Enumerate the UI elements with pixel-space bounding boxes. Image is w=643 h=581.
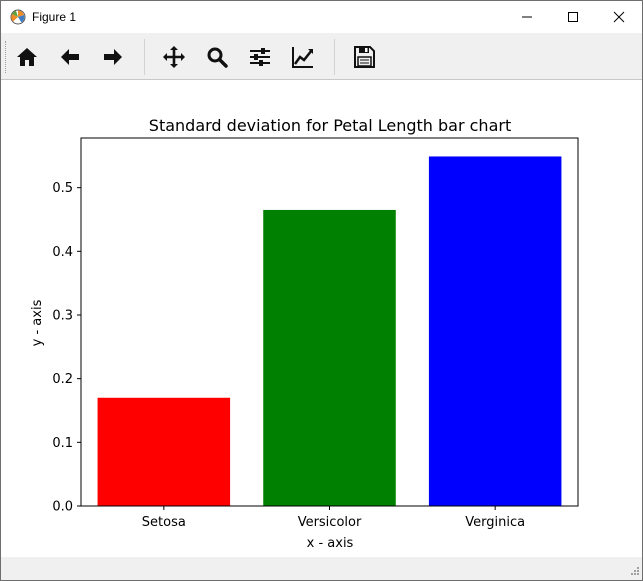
bar	[428, 156, 562, 506]
window-title: Figure 1	[32, 10, 77, 24]
move-icon	[163, 46, 185, 68]
home-button[interactable]	[12, 42, 42, 72]
zoom-button[interactable]	[202, 42, 232, 72]
figure-canvas[interactable]: Standard deviation for Petal Length bar …	[1, 80, 642, 557]
floppy-disk-icon	[354, 46, 375, 68]
minimize-icon	[522, 16, 532, 18]
navigation-toolbar	[1, 33, 642, 80]
bar	[97, 397, 231, 506]
title-bar[interactable]: Figure 1	[1, 1, 642, 33]
x-tick-label: Verginica	[465, 515, 525, 530]
y-tick-label: 0.5	[52, 181, 73, 196]
save-button[interactable]	[349, 42, 379, 72]
status-bar	[1, 558, 642, 580]
size-grip-icon[interactable]	[628, 566, 640, 578]
home-icon	[17, 48, 37, 66]
y-tick-label: 0.3	[52, 308, 73, 323]
back-button[interactable]	[55, 42, 85, 72]
plot-frame	[80, 137, 579, 507]
forward-button[interactable]	[98, 42, 128, 72]
y-tick-label: 0.2	[52, 372, 73, 387]
maximize-button[interactable]	[550, 1, 596, 33]
toolbar-grip[interactable]	[5, 41, 8, 73]
y-axis-label: y - axis	[30, 299, 45, 346]
x-axis-label: x - axis	[307, 536, 354, 551]
close-icon	[613, 11, 625, 23]
matplotlib-logo-icon	[10, 9, 26, 25]
arrow-left-icon	[61, 49, 79, 65]
bar-chart: Standard deviation for Petal Length bar …	[30, 116, 579, 551]
configure-subplots-button[interactable]	[245, 42, 275, 72]
line-chart-icon	[292, 47, 313, 68]
toolbar-separator	[334, 39, 335, 75]
y-tick-label: 0.4	[52, 245, 73, 260]
x-tick-label: Versicolor	[298, 515, 362, 530]
toolbar-separator	[144, 39, 145, 75]
minimize-button[interactable]	[504, 1, 550, 33]
magnifier-icon	[207, 47, 228, 68]
chart-title: Standard deviation for Petal Length bar …	[149, 116, 511, 135]
edit-axis-button[interactable]	[288, 42, 318, 72]
pan-button[interactable]	[159, 42, 189, 72]
sliders-icon	[250, 48, 270, 66]
arrow-right-icon	[104, 49, 122, 65]
maximize-icon	[568, 12, 578, 22]
close-button[interactable]	[596, 1, 642, 33]
y-tick-label: 0.0	[52, 500, 73, 515]
bar	[263, 209, 396, 506]
y-tick-label: 0.1	[52, 436, 73, 451]
x-tick-label: Setosa	[142, 515, 186, 530]
